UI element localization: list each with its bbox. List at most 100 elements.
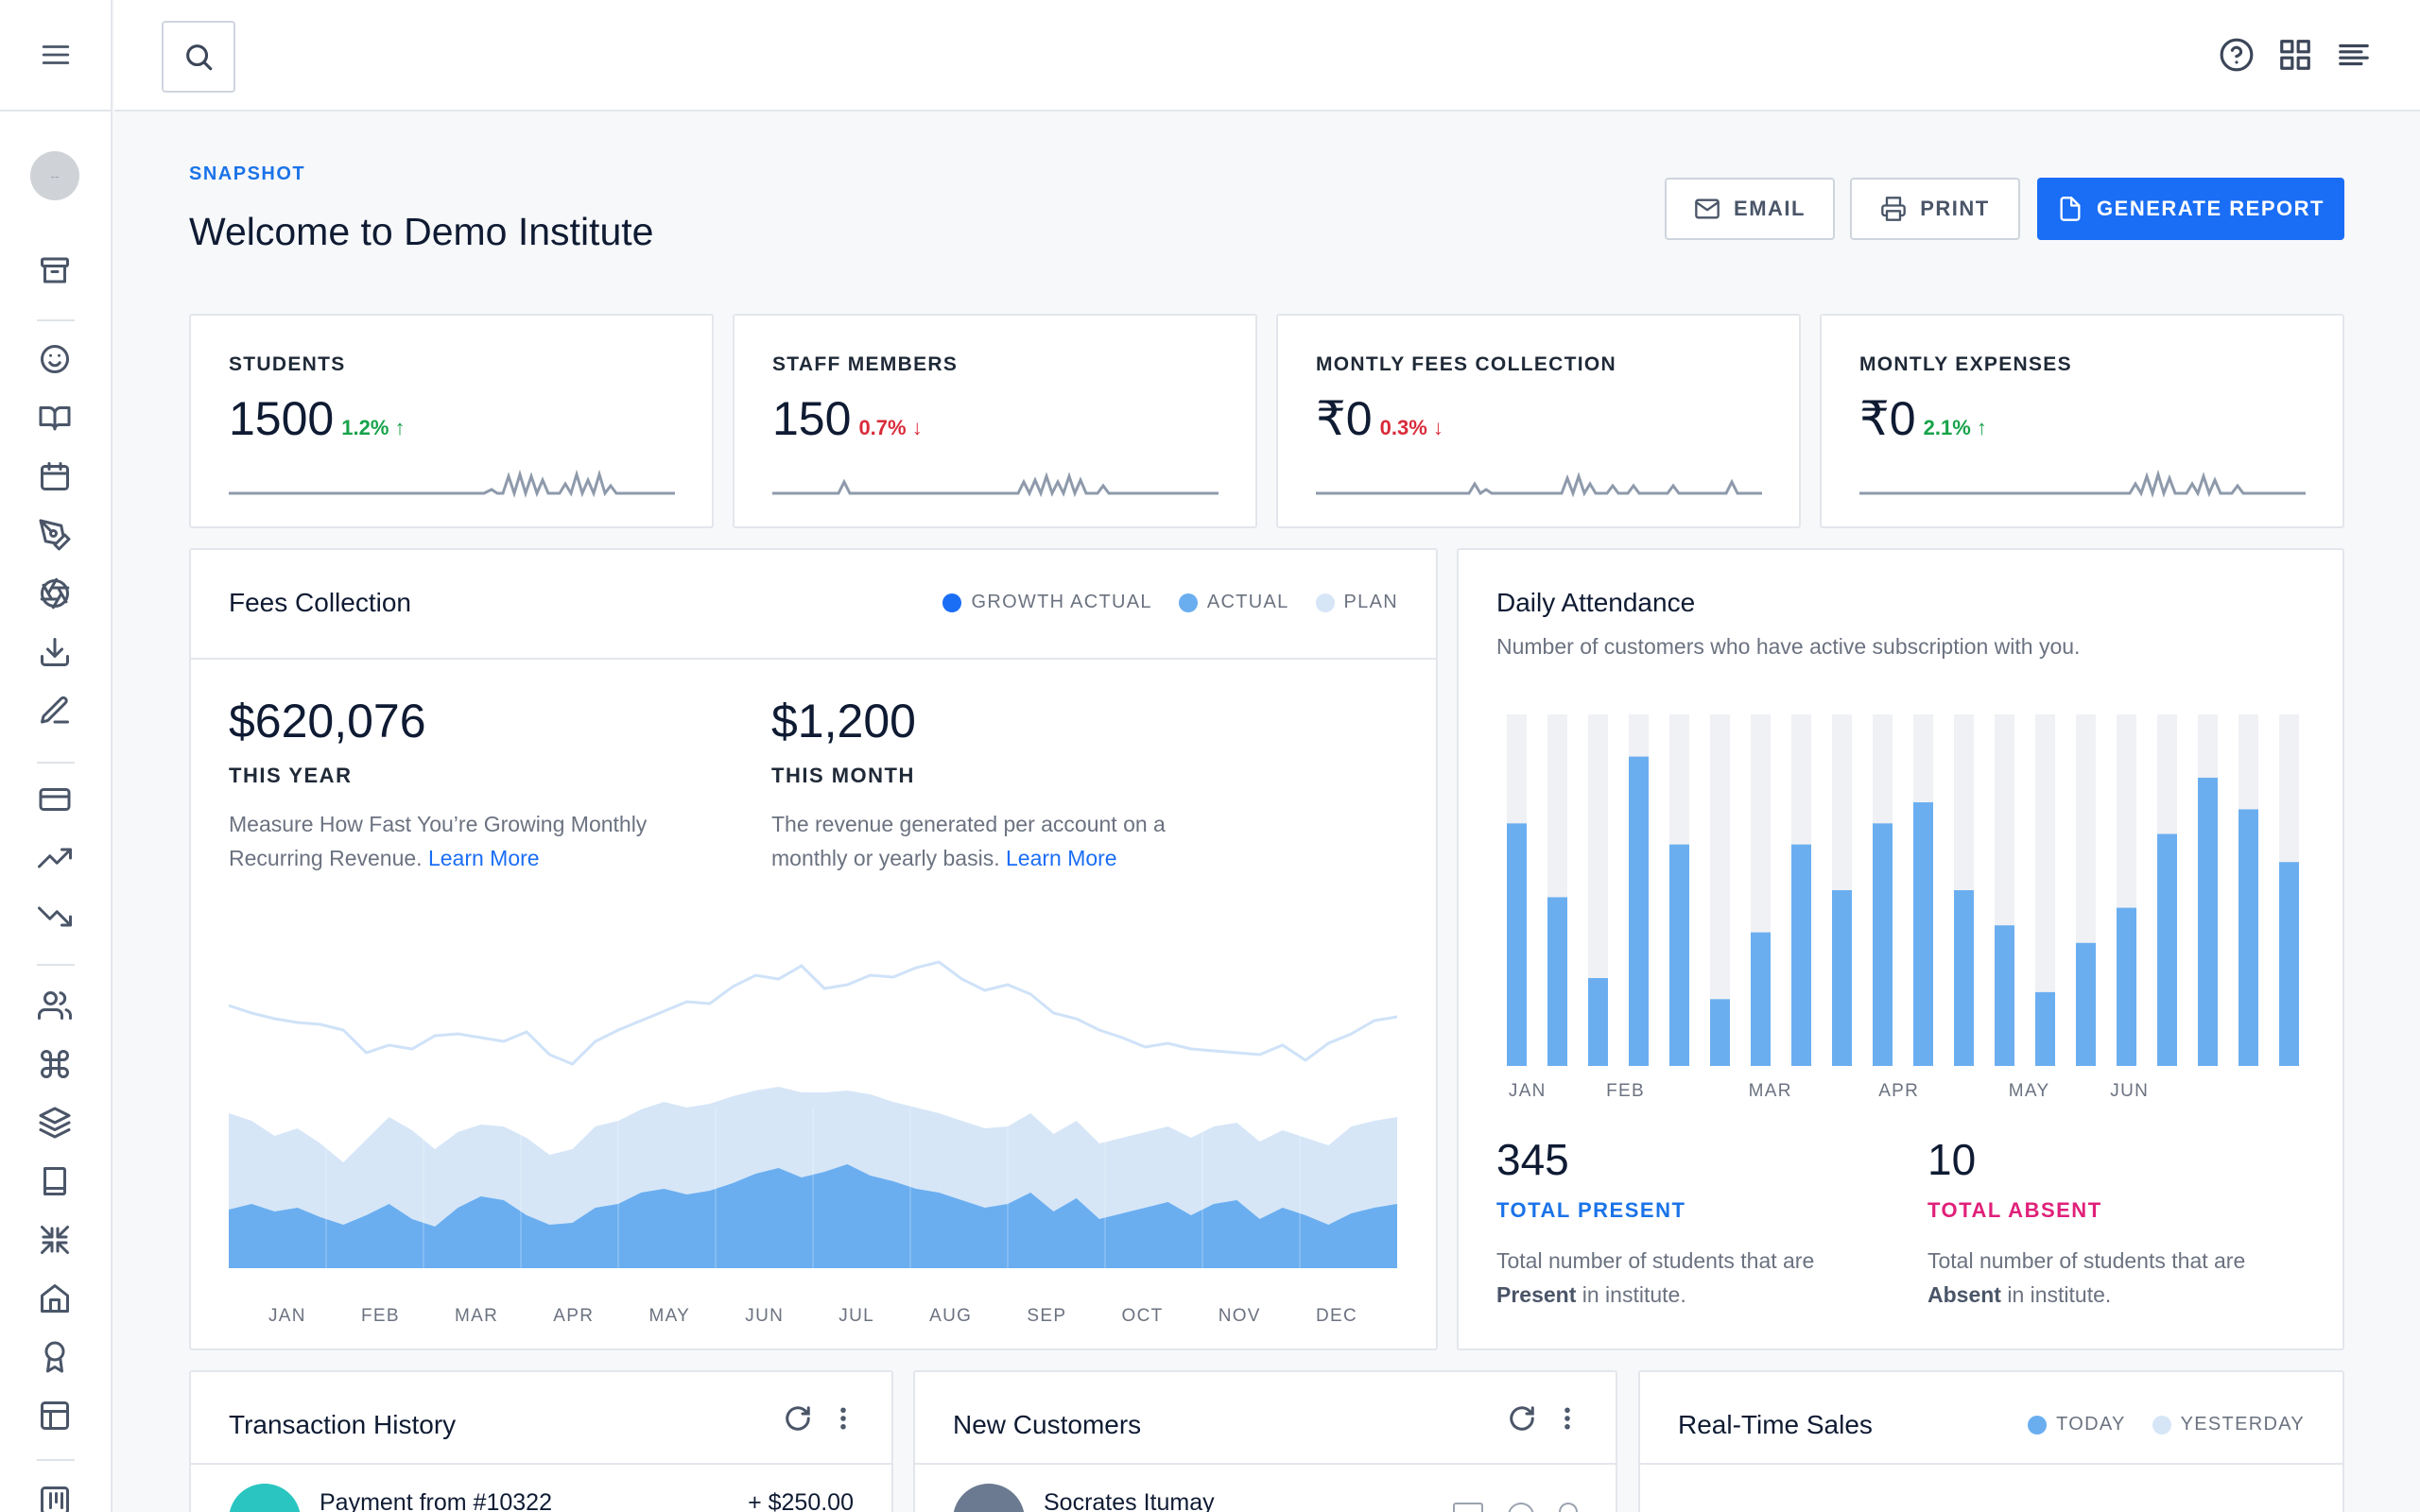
more-vertical-icon[interactable]	[1553, 1404, 1582, 1433]
x-tick-label: JUN	[745, 1306, 785, 1326]
arrow-up-icon: ↑	[1976, 416, 1987, 439]
learn-more-link[interactable]: Learn More	[427, 846, 540, 870]
user-icon[interactable]	[1559, 1503, 1578, 1512]
attendance-bar[interactable]	[1669, 844, 1689, 1066]
sidebar-item-book[interactable]	[32, 395, 78, 440]
generate-report-button[interactable]: GENERATE REPORT	[2037, 178, 2344, 240]
chart-legend: TODAY YESTERDAY	[2028, 1414, 2305, 1435]
more-vertical-icon[interactable]	[829, 1404, 857, 1433]
attendance-bar[interactable]	[2279, 862, 2299, 1066]
command-icon	[41, 1050, 69, 1078]
daily-attendance-card: Daily Attendance Number of customers who…	[1457, 548, 2344, 1350]
refresh-icon[interactable]	[1508, 1404, 1536, 1433]
sidebar-item-credit-card[interactable]	[32, 777, 78, 822]
x-tick-label: APR	[553, 1306, 595, 1326]
stat-change: 0.3% ↓	[1380, 416, 1443, 439]
file-icon	[2060, 197, 2081, 221]
layers-icon	[39, 1107, 71, 1139]
legend-label: ACTUAL	[1206, 592, 1289, 612]
search-button[interactable]	[162, 21, 235, 93]
message-icon[interactable]	[1508, 1503, 1534, 1512]
help-button[interactable]	[2218, 34, 2256, 76]
stat-card-students: STUDENTS 1500 1.2% ↑	[189, 314, 714, 528]
sidebar-divider	[37, 964, 75, 966]
sidebar-item-smile[interactable]	[32, 336, 78, 382]
search-icon	[186, 44, 213, 71]
attendance-bar[interactable]	[1913, 802, 1933, 1066]
sidebar-item-aperture[interactable]	[32, 571, 78, 616]
sidebar-divider	[37, 319, 75, 321]
sidebar-item-notebook[interactable]	[32, 1159, 78, 1204]
sidebar-item-trending-down[interactable]	[32, 894, 78, 939]
attendance-bar[interactable]	[1629, 756, 1649, 1066]
email-button[interactable]: EMAIL	[1665, 178, 1835, 240]
stat-number: ₹0	[1316, 392, 1373, 445]
sidebar-item-users[interactable]	[32, 983, 78, 1028]
legend-label: YESTERDAY	[2180, 1414, 2305, 1435]
stat-change: 2.1% ↑	[1924, 416, 1987, 439]
printer-icon	[1881, 197, 1907, 221]
description-text: Total number of students that are	[1496, 1248, 1815, 1273]
sidebar-item-trending-up[interactable]	[32, 835, 78, 881]
area-actual	[229, 1164, 1397, 1268]
attendance-bar[interactable]	[2035, 991, 2055, 1066]
sidebar-item-edit[interactable]	[32, 688, 78, 733]
attendance-bar[interactable]	[1995, 925, 2014, 1066]
card-divider	[915, 1463, 1616, 1465]
sidebar-item-columns[interactable]	[32, 1478, 78, 1512]
minimize-icon	[41, 1226, 69, 1254]
sidebar-item-home[interactable]	[32, 1276, 78, 1321]
attendance-bar[interactable]	[1954, 890, 1974, 1066]
notes-button[interactable]	[2335, 34, 2373, 76]
sparkline	[1859, 469, 2306, 498]
attendance-bar[interactable]	[2157, 833, 2177, 1066]
menu-icon[interactable]	[40, 39, 72, 71]
card-actions	[1508, 1404, 1582, 1433]
attendance-bar[interactable]	[1832, 890, 1852, 1066]
legend-dot	[2152, 1415, 2171, 1435]
x-tick-label: JAN	[268, 1306, 306, 1326]
x-tick-label: JAN	[1508, 1081, 1547, 1101]
attendance-bar[interactable]	[1547, 897, 1567, 1066]
stat-change: 1.2% ↑	[341, 416, 405, 439]
mail-icon[interactable]	[1453, 1503, 1483, 1512]
attendance-bar[interactable]	[2076, 942, 2096, 1066]
sidebar-item-calendar[interactable]	[32, 454, 78, 499]
attendance-bar[interactable]	[1710, 999, 1730, 1066]
attendance-bar[interactable]	[1791, 844, 1811, 1066]
sidebar-item-download[interactable]	[32, 629, 78, 675]
attendance-bar-bg	[1710, 714, 1730, 1066]
attendance-bar[interactable]	[1873, 823, 1893, 1066]
sidebar-item-layout[interactable]	[32, 1393, 78, 1438]
sidebar-item-minimize[interactable]	[32, 1217, 78, 1263]
total-present-description: Total number of students that are Present…	[1496, 1244, 1893, 1312]
avatar[interactable]: --	[30, 151, 79, 200]
stat-change-value: 0.3%	[1379, 416, 1427, 439]
sidebar-item-layers[interactable]	[32, 1100, 78, 1145]
total-absent-description: Total number of students that are Absent …	[1927, 1244, 2325, 1312]
print-button[interactable]: PRINT	[1850, 178, 2020, 240]
attendance-bar[interactable]	[1751, 932, 1771, 1066]
sidebar-item-command[interactable]	[32, 1041, 78, 1087]
card-actions	[784, 1404, 857, 1433]
total-present-label: TOTAL PRESENT	[1496, 1198, 1686, 1222]
attendance-bar[interactable]	[2117, 907, 2136, 1066]
attendance-bar[interactable]	[2238, 809, 2258, 1066]
refresh-icon[interactable]	[784, 1404, 812, 1433]
present-word: Present	[1496, 1282, 1577, 1307]
sidebar-item-pen-tool[interactable]	[32, 512, 78, 558]
legend-label: GROWTH ACTUAL	[971, 592, 1152, 612]
sidebar-divider	[37, 762, 75, 764]
attendance-bar[interactable]	[1507, 823, 1527, 1066]
x-tick-label: DEC	[1315, 1306, 1357, 1326]
x-tick-label: SEP	[1027, 1306, 1067, 1326]
sidebar-item-award[interactable]	[32, 1334, 78, 1380]
sidebar: --	[0, 0, 112, 1512]
attendance-bar[interactable]	[2198, 777, 2218, 1066]
sidebar-item-archive[interactable]	[32, 248, 78, 293]
learn-more-link[interactable]: Learn More	[1005, 846, 1117, 870]
align-left-icon	[2339, 43, 2369, 66]
attendance-bar[interactable]	[1588, 978, 1608, 1066]
transaction-amount: + $250.00	[748, 1489, 854, 1512]
apps-button[interactable]	[2276, 34, 2314, 76]
